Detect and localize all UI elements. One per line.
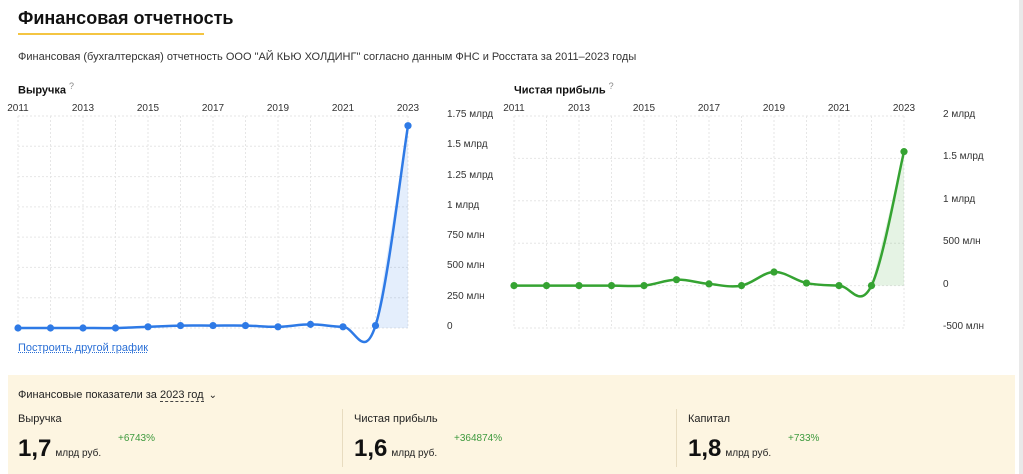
indicators-header: Финансовые показатели за 2023 год ⌄ — [18, 389, 217, 402]
x-tick-label: 2017 — [697, 103, 721, 114]
x-tick-label: 2017 — [201, 103, 225, 114]
data-point[interactable] — [371, 321, 380, 330]
indicators-header-prefix: Финансовые показатели за — [18, 389, 157, 401]
page-title: Финансовая отчетность — [18, 8, 234, 28]
kpi-capital: Капитал 1,8 млрд руб. +733% — [688, 413, 819, 462]
kpi-revenue: Выручка 1,7 млрд руб. +6743% — [18, 413, 155, 462]
y-tick-label: 500 млн — [943, 236, 981, 248]
financial-indicators-panel: Финансовые показатели за 2023 год ⌄ Выруч… — [8, 375, 1015, 474]
data-point[interactable] — [46, 324, 55, 332]
y-tick-label: -500 млн — [943, 321, 985, 332]
data-point[interactable] — [79, 324, 87, 332]
kpi-value: 1,8 млрд руб. — [688, 435, 771, 463]
data-point[interactable] — [209, 321, 217, 330]
revenue-chart — [14, 115, 412, 344]
build-other-chart-link[interactable]: Построить другой график — [18, 342, 149, 354]
kpi-delta: +6743% — [118, 433, 155, 444]
data-point[interactable] — [542, 282, 551, 290]
y-tick-label: 2 млрд — [943, 109, 976, 120]
data-point[interactable] — [404, 122, 412, 130]
y-tick-label: 0 — [447, 321, 453, 332]
data-point[interactable] — [770, 268, 778, 276]
y-tick-label: 1.5 млрд — [447, 139, 488, 151]
kpi-delta: +364874% — [454, 433, 503, 444]
kpi-value: 1,7 млрд руб. — [18, 435, 101, 463]
y-tick-label: 1.75 млрд — [447, 109, 494, 120]
x-tick-label: 2019 — [266, 103, 290, 114]
profit-chart-title-text: Чистая прибыль — [514, 84, 606, 97]
y-tick-label: 1.5 млрд — [943, 151, 984, 163]
y-tick-label: 750 млн — [447, 230, 485, 242]
help-icon[interactable]: ? — [608, 81, 614, 91]
data-point[interactable] — [339, 323, 347, 331]
kpi-label: Чистая прибыль — [354, 413, 438, 425]
x-tick-label: 2019 — [762, 103, 786, 114]
data-point[interactable] — [274, 323, 282, 331]
x-tick-label: 2021 — [331, 103, 355, 114]
chevron-down-icon[interactable]: ⌄ — [208, 390, 217, 401]
x-tick-label: 2015 — [632, 103, 656, 114]
x-tick-label: 2021 — [827, 103, 851, 114]
data-point[interactable] — [14, 324, 22, 332]
help-icon[interactable]: ? — [69, 81, 75, 91]
y-tick-label: 250 млн — [447, 290, 485, 302]
data-point[interactable] — [575, 282, 583, 290]
kpi-unit: млрд руб. — [725, 448, 772, 459]
kpi-number: 1,8 — [688, 435, 722, 462]
x-tick-label: 2011 — [503, 103, 525, 114]
data-point[interactable] — [672, 276, 681, 284]
year-selector[interactable]: 2023 год — [160, 389, 204, 402]
kpi-delta: +733% — [788, 433, 820, 444]
data-point[interactable] — [607, 282, 616, 290]
kpi-label: Выручка — [18, 413, 62, 425]
data-point[interactable] — [737, 282, 746, 290]
data-point[interactable] — [867, 282, 876, 290]
data-point[interactable] — [306, 320, 315, 328]
data-point[interactable] — [510, 282, 518, 290]
x-tick-label: 2023 — [892, 103, 916, 114]
x-tick-label: 2023 — [396, 103, 420, 114]
data-point[interactable] — [900, 148, 908, 156]
revenue-chart-title-text: Выручка — [18, 84, 67, 97]
data-point[interactable] — [111, 324, 120, 332]
y-tick-label: 1 млрд — [447, 199, 480, 211]
divider — [676, 409, 677, 467]
kpi-number: 1,6 — [354, 435, 388, 462]
data-point[interactable] — [802, 279, 811, 287]
y-tick-label: 0 — [943, 278, 949, 290]
data-point[interactable] — [835, 282, 843, 290]
kpi-net-profit: Чистая прибыль 1,6 млрд руб. +364874% — [354, 413, 502, 462]
data-point[interactable] — [176, 321, 185, 330]
x-tick-label: 2011 — [7, 103, 29, 114]
kpi-unit: млрд руб. — [391, 448, 438, 459]
x-tick-label: 2013 — [71, 103, 95, 114]
scrollbar-track[interactable] — [1019, 0, 1023, 474]
data-point[interactable] — [640, 282, 648, 290]
profit-chart — [510, 115, 908, 329]
title-underline — [18, 33, 204, 35]
kpi-label: Капитал — [688, 413, 731, 425]
x-tick-label: 2013 — [567, 103, 591, 114]
kpi-unit: млрд руб. — [55, 448, 102, 459]
profit-chart-title: Чистая прибыль? — [514, 81, 614, 97]
data-point[interactable] — [241, 321, 250, 330]
y-tick-label: 1.25 млрд — [447, 169, 494, 181]
data-point[interactable] — [705, 280, 713, 288]
kpi-number: 1,7 — [18, 435, 52, 462]
revenue-chart-title: Выручка? — [18, 81, 74, 97]
y-tick-label: 500 млн — [447, 260, 485, 272]
data-point[interactable] — [144, 323, 152, 331]
x-tick-label: 2015 — [136, 103, 160, 114]
page-subtitle: Финансовая (бухгалтерская) отчетность ОО… — [18, 51, 637, 63]
kpi-value: 1,6 млрд руб. — [354, 435, 437, 463]
divider — [342, 409, 343, 467]
y-tick-label: 1 млрд — [943, 193, 976, 205]
